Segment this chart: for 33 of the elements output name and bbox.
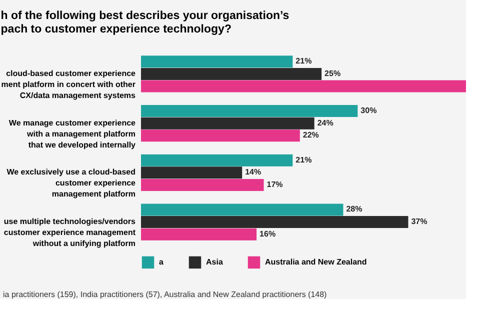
legend-label: Australia and New Zealand (265, 257, 367, 266)
data-label: 37% (411, 217, 428, 226)
data-label: 22% (302, 130, 319, 140)
bar (141, 204, 344, 216)
bar (141, 117, 314, 130)
y-tick-label: We exclusively use a cloud-based customer experience management platform (6, 168, 136, 199)
bar (141, 68, 322, 80)
y-tick-label: use multiple technologies/vendors customer experience management without a unifying platform (4, 217, 136, 248)
data-label: 30% (360, 106, 377, 115)
bar (141, 166, 242, 179)
legend-label: a (159, 257, 164, 266)
data-label: 28% (346, 204, 362, 214)
text: pach to customer experience technology? (0, 24, 232, 36)
data-label: 24% (317, 118, 334, 128)
y-tick-label: We manage customer experience with a management platform that we developed internally (8, 118, 136, 150)
bar (141, 104, 358, 117)
data-label: 17% (266, 180, 283, 190)
bar (141, 154, 293, 166)
text: h of the following best describes your organisation’s (0, 10, 290, 22)
legend-label: Asia (206, 257, 224, 266)
data-label: 14% (245, 168, 262, 177)
data-label: 21% (296, 56, 312, 66)
bar (141, 179, 264, 192)
bar (141, 228, 257, 240)
data-label: 25% (324, 68, 341, 78)
data-label: 16% (260, 229, 276, 238)
bar (141, 130, 300, 142)
bar (141, 80, 466, 92)
text: ia practitioners (159), India practitioners (57), Australia and New Zealand practitioners (148) (3, 290, 328, 299)
bar (141, 216, 408, 228)
bar (141, 56, 293, 68)
y-tick-label: cloud-based customer experience ment platform in concert with other CX/data management systems (1, 68, 136, 100)
data-label: 21% (296, 155, 312, 164)
